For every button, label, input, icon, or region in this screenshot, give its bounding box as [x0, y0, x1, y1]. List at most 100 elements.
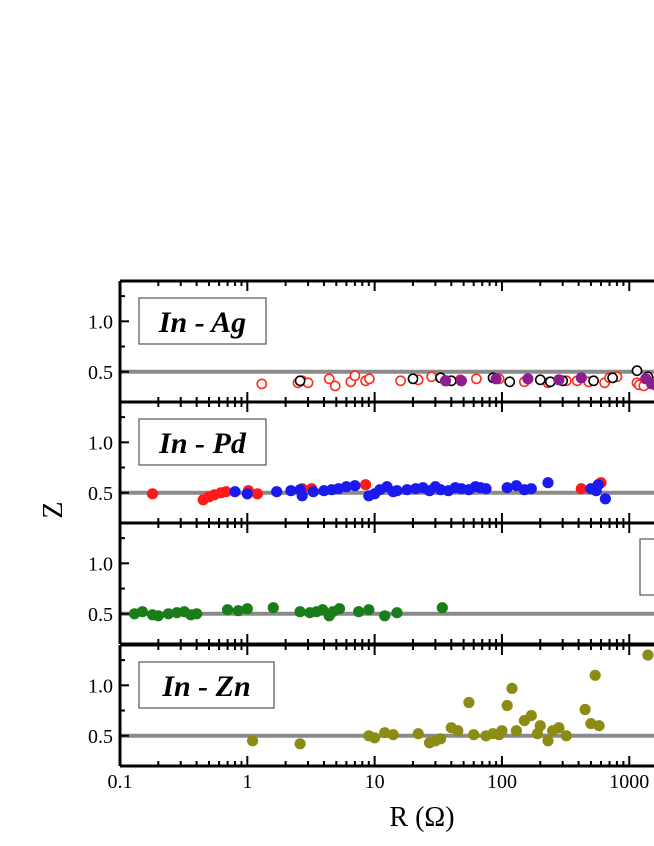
data-point	[470, 373, 482, 385]
data-point	[553, 722, 565, 734]
data-point	[506, 682, 518, 695]
panel-labels: In - Ag In - Pd In - Zn	[138, 297, 654, 709]
panel-label: In - Ag	[158, 306, 246, 339]
data-point	[241, 488, 253, 500]
data-point	[294, 606, 306, 618]
data-point	[504, 376, 516, 388]
data-point	[395, 375, 406, 387]
data-point	[329, 380, 341, 392]
data-point	[501, 699, 513, 712]
data-point	[579, 703, 591, 716]
data-point	[307, 486, 319, 498]
panel-label: In - Pd	[158, 427, 247, 460]
data-point	[191, 608, 203, 620]
axes: 0.5 1.0 0.5 1.0 0.5 1.0 0.5 1.0 0.1 1 10 100 1000	[88, 279, 654, 793]
data-point	[256, 378, 268, 390]
data-point	[463, 696, 475, 709]
data-point	[407, 373, 419, 385]
data-point	[285, 485, 297, 497]
data-point	[379, 610, 391, 622]
data-point	[267, 602, 279, 614]
data-point	[360, 479, 372, 491]
y-axis-title: Z	[38, 501, 69, 518]
data-point	[510, 725, 522, 737]
panel-label-box	[138, 297, 267, 345]
data-point	[241, 603, 253, 615]
y-tick-label: 0.5	[88, 483, 113, 505]
data-point	[553, 374, 565, 386]
x-tick-label: 0.1	[108, 771, 133, 793]
data-point	[560, 730, 572, 742]
data-point	[588, 375, 599, 387]
data-point	[379, 727, 391, 739]
data-point	[452, 725, 464, 737]
data-point	[251, 488, 263, 500]
data-point	[229, 486, 241, 498]
y-tick-label: 0.5	[88, 362, 113, 384]
data-point	[522, 373, 534, 385]
data-point	[490, 373, 502, 385]
data-point	[542, 735, 554, 747]
data-point	[294, 375, 306, 387]
data-point	[412, 728, 424, 740]
data-point	[222, 604, 234, 616]
data-point	[296, 490, 308, 502]
data-point	[468, 729, 480, 741]
data-point	[271, 486, 283, 498]
data-point	[247, 735, 259, 747]
data-point	[349, 370, 361, 382]
data-point	[575, 372, 587, 384]
data-point	[353, 606, 365, 618]
x-tick-label: 10	[365, 771, 385, 793]
data-point	[401, 484, 413, 496]
data-point	[391, 607, 403, 619]
x-tick-label: 100	[487, 771, 517, 793]
data-point	[435, 733, 447, 745]
data-point	[436, 602, 448, 614]
data-point	[349, 480, 361, 492]
y-tick-label: 1.0	[88, 675, 113, 697]
data-point	[152, 610, 164, 622]
data-point	[534, 374, 546, 386]
x-axis-title: R (Ω)	[389, 802, 454, 833]
data-point	[592, 479, 604, 491]
data-point	[599, 493, 612, 505]
data-point	[220, 486, 232, 498]
data-point	[294, 738, 306, 750]
data-point	[501, 482, 513, 494]
data-point	[589, 669, 601, 681]
data-point	[333, 603, 346, 615]
y-tick-label: 0.5	[88, 726, 113, 748]
data-point	[363, 373, 375, 385]
x-tick-label: 1000	[609, 771, 649, 793]
data-point	[575, 483, 587, 495]
data-point	[480, 483, 492, 495]
panel-label-box	[639, 538, 654, 596]
panel-label: In - Zn	[161, 670, 250, 703]
data-point	[496, 725, 508, 737]
data-point	[146, 488, 159, 500]
panel-label-box	[138, 661, 275, 709]
y-tick-label: 0.5	[88, 604, 113, 626]
data-point	[651, 381, 654, 391]
data-point	[323, 373, 335, 385]
data-point	[162, 608, 174, 620]
y-tick-label: 1.0	[88, 553, 113, 575]
data-point	[525, 710, 537, 722]
data-point	[391, 485, 403, 497]
data-point	[607, 372, 618, 384]
data-point	[525, 483, 537, 495]
data-point	[426, 371, 437, 383]
x-tick-label: 1	[242, 771, 252, 793]
data-point	[340, 481, 352, 493]
y-tick-label: 1.0	[88, 311, 113, 333]
data-point	[369, 732, 381, 744]
data-point	[232, 605, 244, 617]
y-tick-label: 1.0	[88, 432, 113, 454]
data-point	[593, 720, 605, 732]
data-point	[439, 375, 452, 387]
data-point	[642, 649, 654, 661]
data-point	[542, 477, 554, 489]
data-points	[128, 365, 654, 750]
